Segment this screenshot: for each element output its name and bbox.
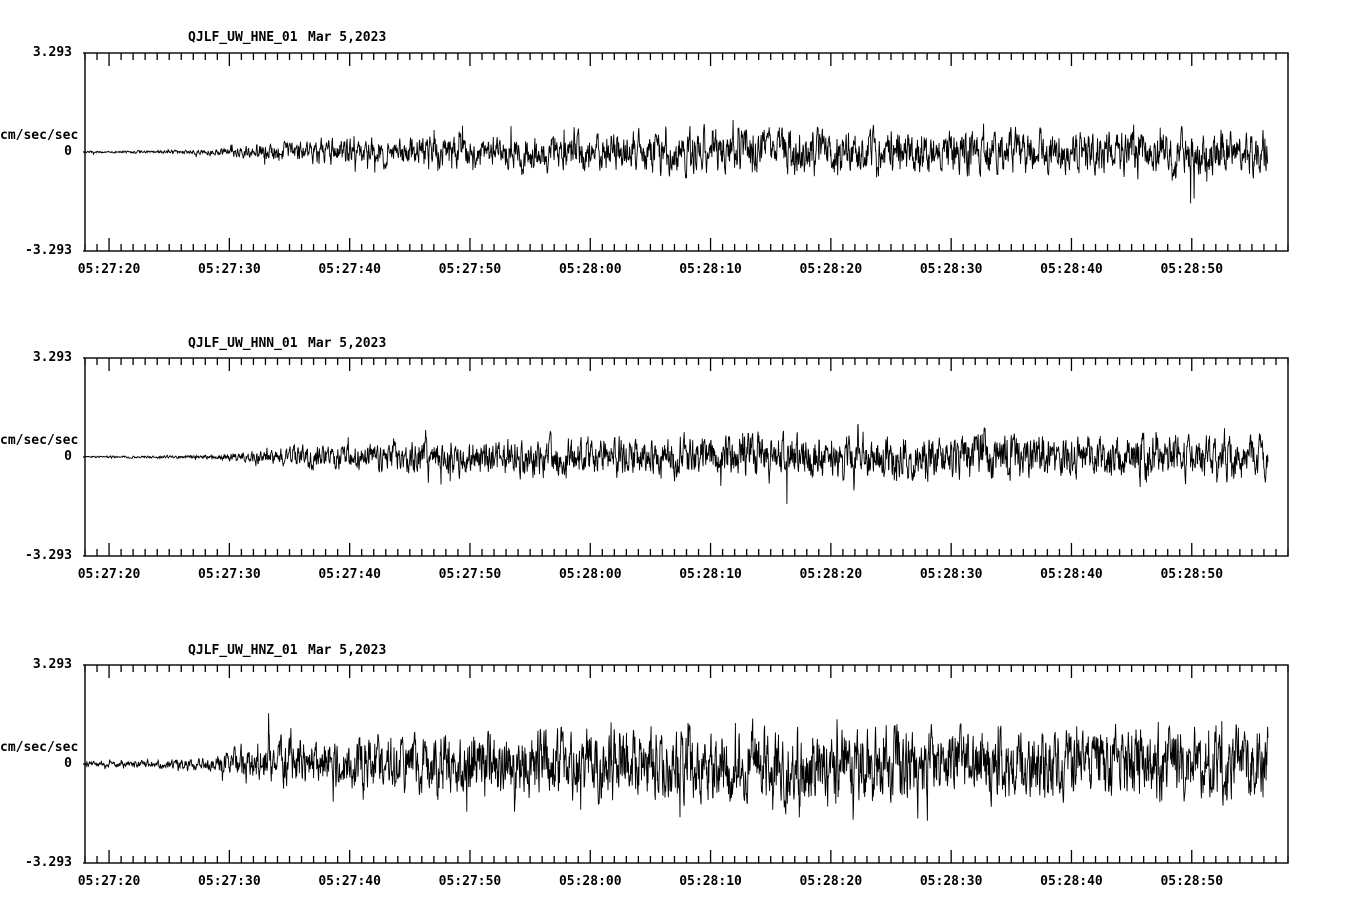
y-axis-zero-label: 0 bbox=[64, 756, 72, 771]
x-axis-tick-label: 05:28:10 bbox=[679, 874, 742, 889]
x-axis-tick-label: 05:28:20 bbox=[799, 567, 863, 582]
x-axis-tick-label: 05:28:40 bbox=[1040, 567, 1103, 582]
axis-ticks bbox=[84, 665, 1289, 863]
panel-date: Mar 5,2023 bbox=[308, 643, 387, 658]
y-axis-min-label: -3.293 bbox=[25, 855, 72, 870]
x-axis-tick-label: 05:28:40 bbox=[1040, 874, 1103, 889]
panel-date: Mar 5,2023 bbox=[308, 30, 387, 45]
x-axis-tick-label: 05:27:20 bbox=[77, 262, 141, 277]
x-axis-tick-label: 05:28:20 bbox=[799, 262, 863, 277]
x-axis-tick-label: 05:27:20 bbox=[77, 874, 141, 889]
x-axis-tick-label: 05:27:30 bbox=[198, 262, 261, 277]
waveform-plot-area bbox=[83, 52, 1289, 252]
y-axis-max-label: 3.293 bbox=[32, 45, 72, 60]
panel-title: QJLF_UW_HNN_01 bbox=[188, 336, 298, 351]
y-axis-min-label: -3.293 bbox=[25, 548, 72, 563]
x-axis-tick-label: 05:27:50 bbox=[438, 874, 502, 889]
y-axis-min-label: -3.293 bbox=[25, 243, 72, 258]
y-axis-max-label: 3.293 bbox=[32, 350, 72, 365]
panel-title: QJLF_UW_HNZ_01 bbox=[188, 643, 298, 658]
waveform-plot-area bbox=[83, 357, 1289, 557]
seismic-waveform-trace bbox=[84, 423, 1269, 505]
x-axis-tick-label: 05:28:30 bbox=[919, 262, 983, 277]
waveform-plot-area bbox=[83, 664, 1289, 864]
x-axis-tick-label: 05:27:30 bbox=[198, 567, 261, 582]
y-axis-units-label: cm/sec/sec bbox=[0, 128, 79, 143]
x-axis-tick-label: 05:28:10 bbox=[679, 567, 742, 582]
x-axis-tick-label: 05:28:00 bbox=[558, 567, 622, 582]
x-axis-tick-label: 05:28:10 bbox=[679, 262, 742, 277]
x-axis-tick-label: 05:28:50 bbox=[1160, 567, 1224, 582]
y-axis-zero-label: 0 bbox=[64, 449, 72, 464]
x-axis-tick-label: 05:27:50 bbox=[438, 567, 502, 582]
x-axis-tick-label: 05:27:40 bbox=[318, 567, 381, 582]
x-axis-tick-label: 05:27:20 bbox=[77, 567, 141, 582]
x-axis-tick-label: 05:28:00 bbox=[558, 874, 622, 889]
x-axis-tick-label: 05:28:30 bbox=[919, 567, 983, 582]
x-axis-tick-label: 05:28:20 bbox=[799, 874, 863, 889]
x-axis-tick-label: 05:28:30 bbox=[919, 874, 983, 889]
seismic-waveform-trace bbox=[84, 119, 1269, 204]
y-axis-units-label: cm/sec/sec bbox=[0, 740, 79, 755]
axis-ticks bbox=[84, 358, 1289, 556]
y-axis-units-label: cm/sec/sec bbox=[0, 433, 79, 448]
x-axis-tick-label: 05:27:50 bbox=[438, 262, 502, 277]
axis-ticks bbox=[84, 53, 1289, 251]
x-axis-tick-label: 05:27:30 bbox=[198, 874, 261, 889]
panel-date: Mar 5,2023 bbox=[308, 336, 387, 351]
x-axis-tick-label: 05:27:40 bbox=[318, 874, 381, 889]
x-axis-tick-label: 05:28:00 bbox=[558, 262, 622, 277]
y-axis-zero-label: 0 bbox=[64, 144, 72, 159]
y-axis-max-label: 3.293 bbox=[32, 657, 72, 672]
x-axis-tick-label: 05:28:50 bbox=[1160, 874, 1224, 889]
seismic-waveform-trace bbox=[84, 713, 1269, 821]
panel-title: QJLF_UW_HNE_01 bbox=[188, 30, 298, 45]
x-axis-tick-label: 05:28:50 bbox=[1160, 262, 1224, 277]
x-axis-tick-label: 05:27:40 bbox=[318, 262, 381, 277]
x-axis-tick-label: 05:28:40 bbox=[1040, 262, 1103, 277]
